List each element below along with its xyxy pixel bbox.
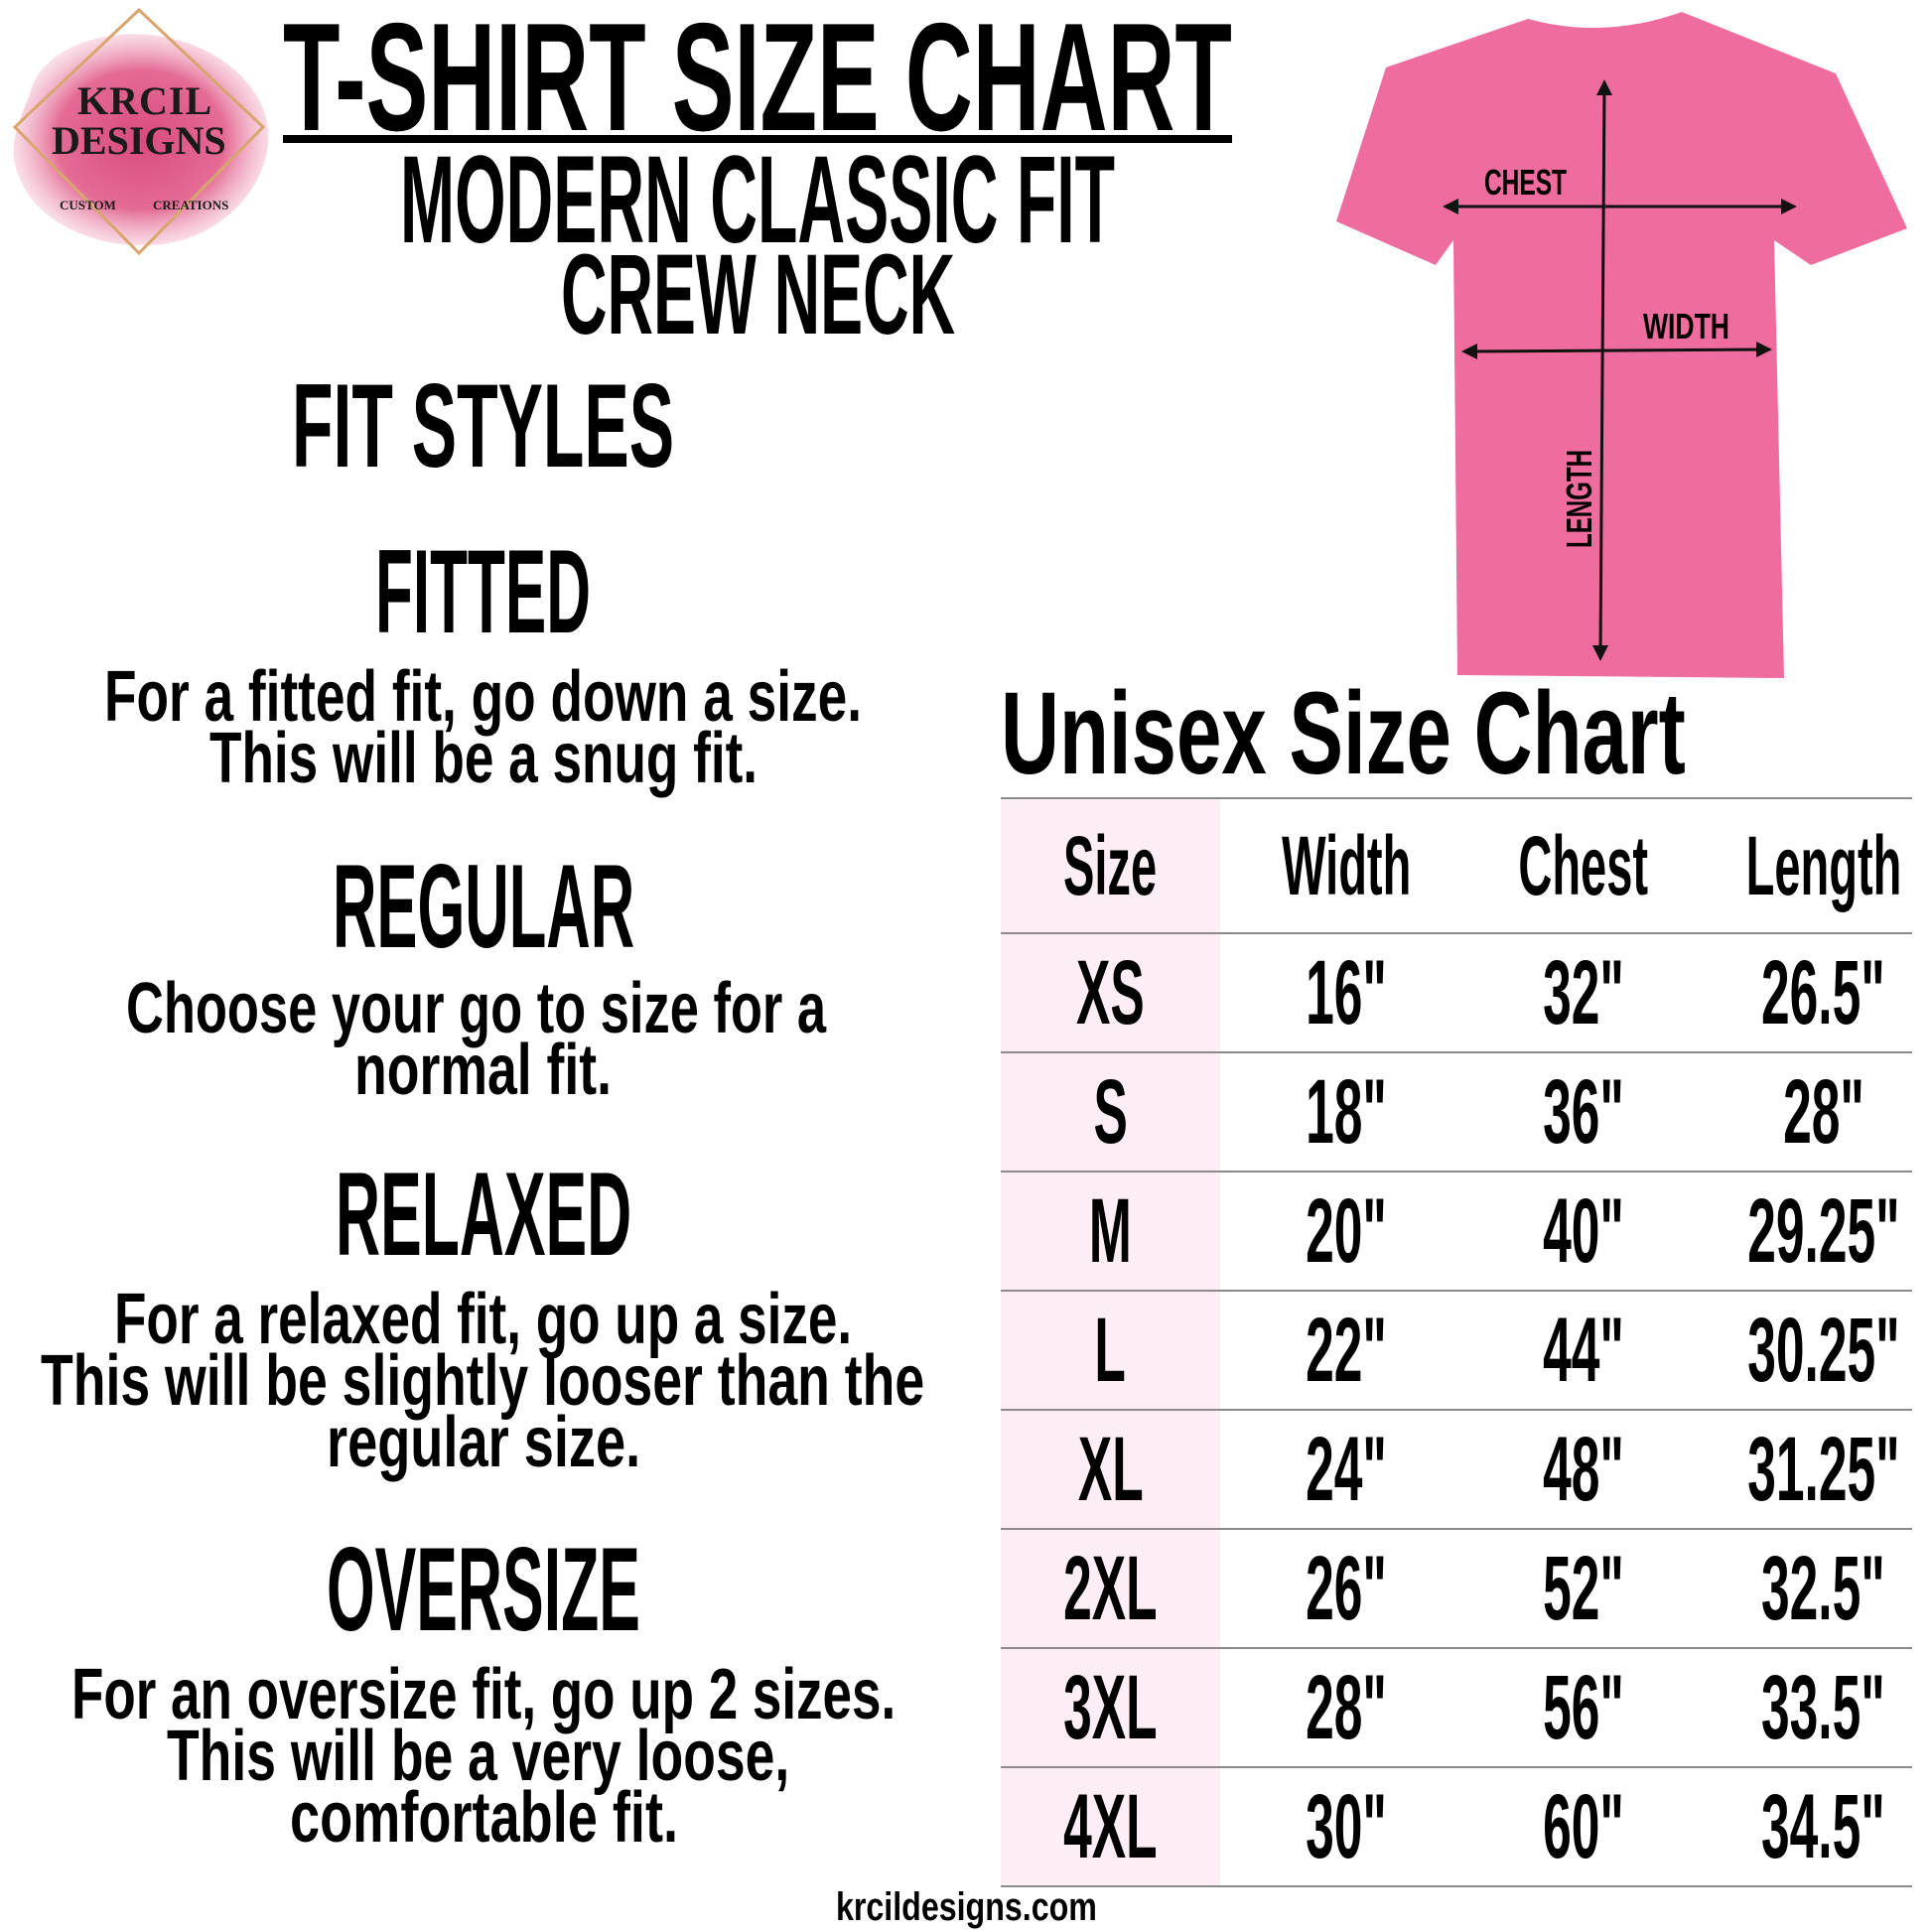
length-label: LENGTH bbox=[1559, 450, 1599, 548]
fit-style-description: For a fitted fit, go down a size. bbox=[104, 657, 863, 737]
arrow-head-icon bbox=[1756, 342, 1772, 357]
footer-website: krcildesigns.com bbox=[836, 1885, 1097, 1929]
logo-caption-right: CREATIONS bbox=[153, 198, 229, 212]
length-arrow bbox=[1598, 86, 1606, 654]
table-row: 3XL 28" 56" 33.5" bbox=[1001, 1647, 1912, 1766]
fit-style-description: regular size. bbox=[327, 1403, 641, 1482]
fit-style-description: For an oversize fit, go up 2 sizes. bbox=[71, 1655, 897, 1734]
fit-style-name: REGULAR bbox=[333, 840, 635, 973]
width-cell: 24" bbox=[1306, 1419, 1387, 1520]
neck-subtitle: CREW NECK bbox=[561, 231, 956, 358]
column-header: Width bbox=[1281, 819, 1412, 912]
size-cell: S bbox=[1001, 1053, 1220, 1171]
column-header: Chest bbox=[1518, 819, 1649, 912]
width-cell: 30" bbox=[1306, 1776, 1387, 1877]
arrow-head-icon bbox=[1443, 199, 1458, 214]
width-cell: 18" bbox=[1306, 1061, 1387, 1163]
length-cell: 28" bbox=[1782, 1061, 1864, 1163]
chest-label: CHEST bbox=[1484, 162, 1568, 203]
table-row: XL 24" 48" 31.25" bbox=[1001, 1409, 1912, 1528]
arrow-head-icon bbox=[1592, 645, 1608, 661]
fit-style-description: For a relaxed fit, go up a size. bbox=[114, 1280, 853, 1359]
width-cell: 16" bbox=[1306, 942, 1387, 1043]
size-cell: L bbox=[1001, 1292, 1220, 1409]
size-cell: 4XL bbox=[1001, 1768, 1220, 1885]
width-cell: 20" bbox=[1306, 1180, 1387, 1282]
length-cell: 31.25" bbox=[1746, 1419, 1900, 1520]
fit-style-name: OVERSIZE bbox=[327, 1523, 640, 1656]
length-cell: 32.5" bbox=[1761, 1538, 1885, 1639]
logo-line2: DESIGNS bbox=[52, 118, 226, 163]
logo-caption-left: CUSTOM bbox=[60, 198, 116, 212]
chest-cell: 36" bbox=[1543, 1061, 1624, 1163]
length-cell: 30.25" bbox=[1746, 1300, 1900, 1401]
table-row: L 22" 44" 30.25" bbox=[1001, 1290, 1912, 1409]
fit-subtitle: MODERN CLASSIC FIT bbox=[400, 131, 1116, 269]
length-label-wrapper: LENGTH bbox=[1559, 450, 1599, 548]
table-header-row: Size Width Chest Length bbox=[1001, 797, 1912, 932]
chest-cell: 48" bbox=[1543, 1419, 1624, 1520]
width-arrow bbox=[1468, 347, 1766, 353]
chest-cell: 40" bbox=[1543, 1180, 1624, 1282]
width-cell: 22" bbox=[1306, 1300, 1387, 1401]
size-cell: M bbox=[1001, 1173, 1220, 1290]
tshirt-shape bbox=[1336, 12, 1907, 678]
chest-cell: 32" bbox=[1543, 942, 1624, 1043]
chest-cell: 60" bbox=[1543, 1776, 1624, 1877]
fit-style-name: RELAXED bbox=[336, 1148, 632, 1281]
arrow-head-icon bbox=[1461, 344, 1477, 359]
table-row: XS 16" 32" 26.5" bbox=[1001, 932, 1912, 1051]
fit-style-description: This will be a very loose, bbox=[167, 1717, 790, 1796]
length-cell: 26.5" bbox=[1761, 942, 1885, 1043]
fit-style-description: comfortable fit. bbox=[290, 1778, 679, 1858]
width-label: WIDTH bbox=[1643, 306, 1729, 346]
chest-cell: 52" bbox=[1543, 1538, 1624, 1639]
table-row: 4XL 30" 60" 34.5" bbox=[1001, 1766, 1912, 1887]
brand-logo: KRCIL DESIGNS CUSTOM CREATIONS bbox=[0, 0, 278, 268]
length-cell: 29.25" bbox=[1746, 1180, 1900, 1282]
table-row: 2XL 26" 52" 32.5" bbox=[1001, 1528, 1912, 1647]
size-cell: XL bbox=[1001, 1411, 1220, 1528]
logo-watercolor-icon bbox=[12, 7, 269, 256]
table-row: S 18" 36" 28" bbox=[1001, 1051, 1912, 1171]
length-cell: 33.5" bbox=[1761, 1657, 1885, 1758]
fit-style-description: normal fit. bbox=[354, 1031, 613, 1110]
size-table: Size Width Chest Length XS 16" 32" 26.5" S 18… bbox=[1001, 797, 1912, 1887]
fit-style-name: FITTED bbox=[375, 525, 591, 658]
page-title: T-SHIRT SIZE CHART bbox=[283, 0, 1232, 163]
size-cell: XS bbox=[1001, 934, 1220, 1051]
size-cell: 3XL bbox=[1001, 1649, 1220, 1766]
arrow-head-icon bbox=[1596, 79, 1612, 95]
fit-style-description: This will be a snug fit. bbox=[209, 719, 759, 798]
chest-cell: 44" bbox=[1543, 1300, 1624, 1401]
title-underline bbox=[283, 135, 1232, 143]
width-cell: 26" bbox=[1306, 1538, 1387, 1639]
column-header: Size bbox=[1001, 799, 1220, 932]
logo-line1: KRCIL bbox=[77, 78, 213, 123]
chest-cell: 56" bbox=[1543, 1657, 1624, 1758]
table-row: M 20" 40" 29.25" bbox=[1001, 1171, 1912, 1290]
arrow-head-icon bbox=[1781, 199, 1797, 214]
fit-style-description: Choose your go to size for a bbox=[126, 969, 827, 1048]
fit-styles-heading: FIT STYLES bbox=[292, 359, 675, 492]
size-cell: 2XL bbox=[1001, 1530, 1220, 1647]
width-cell: 28" bbox=[1306, 1657, 1387, 1758]
size-chart-title: Unisex Size Chart bbox=[1001, 668, 1686, 799]
column-header: Length bbox=[1745, 819, 1901, 912]
length-cell: 34.5" bbox=[1761, 1776, 1885, 1877]
fit-style-description: This will be slightly looser than the bbox=[41, 1341, 925, 1421]
